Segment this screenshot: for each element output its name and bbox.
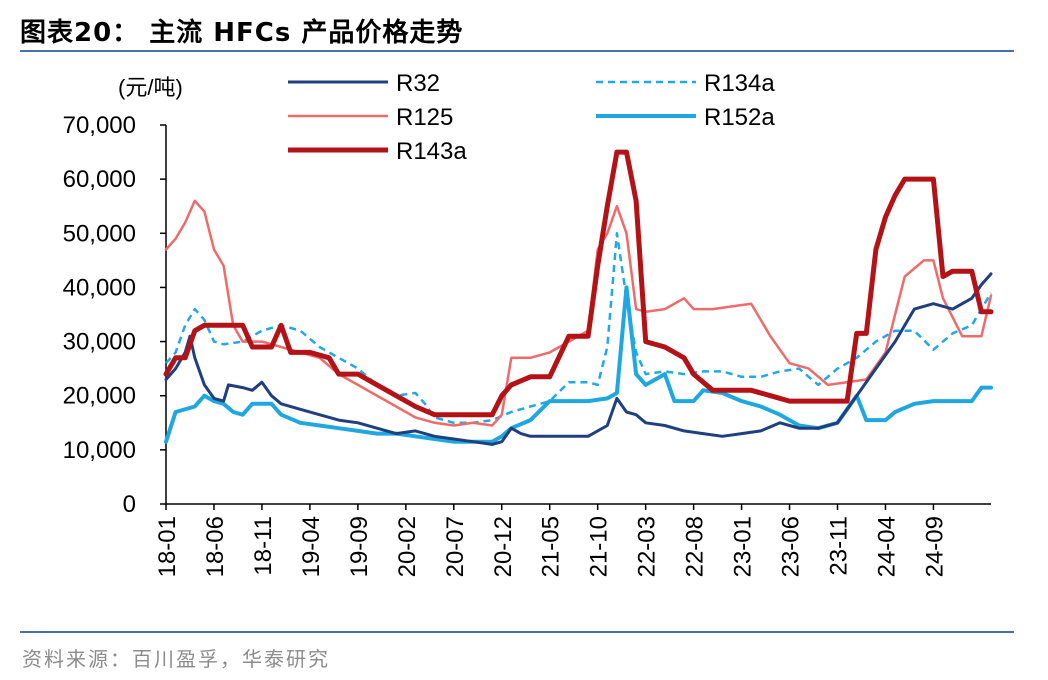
chart-legend: R32 R134a R125 R152a R143a [288,70,775,165]
x-tick-label: 20-02 [394,516,421,577]
y-tick-label: 30,000 [63,329,136,356]
x-tick-label: 19-09 [346,516,373,577]
chart-axes: 0 10,000 20,000 30,000 40,000 50,000 60,000 70,… [63,112,991,577]
x-tick-label: 20-12 [490,516,517,577]
y-tick-label: 0 [123,491,136,518]
y-tick-label: 70,000 [63,112,136,139]
y-tick-label: 10,000 [63,437,136,464]
x-tick-label: 19-04 [298,516,325,577]
legend-label-r143a: R143a [396,138,467,165]
title-divider [20,50,1014,52]
series-line-r134a [165,232,993,425]
y-tick-label: 40,000 [63,274,136,301]
legend-label-r125: R125 [396,104,453,131]
source-note: 资料来源：百川盈孚，华泰研究 [22,647,330,671]
y-tick-label: 50,000 [63,220,136,247]
x-tick-label: 18-06 [202,516,229,577]
footer-divider [20,631,1014,633]
x-tick-label: 23-01 [730,516,757,577]
x-tick-label: 21-10 [586,516,613,577]
x-tick-label: 18-11 [250,516,277,576]
x-tick-label: 22-03 [634,516,661,577]
x-tick-label: 24-09 [921,516,948,577]
series-line-r32 [164,272,993,446]
y-tick-label: 20,000 [63,383,136,410]
x-tick-label: 22-08 [682,516,709,577]
x-tick-label: 23-06 [778,516,805,577]
y-unit-label: (元/吨) [118,75,183,100]
page-title: 图表20： 主流 HFCs 产品价格走势 [20,18,464,48]
price-chart: 0 10,000 20,000 30,000 40,000 50,000 60,000 70,… [63,70,994,577]
legend-label-r32: R32 [396,70,440,97]
x-tick-label: 24-04 [873,516,900,577]
x-tick-label: 20-07 [442,516,469,577]
legend-label-r134a: R134a [704,70,775,97]
y-tick-label: 60,000 [63,166,136,193]
x-tick-label: 21-05 [538,516,565,577]
series-layer [163,149,994,446]
series-line-r143a [163,149,994,418]
x-tick-label: 23-11 [826,516,853,576]
series-line-r152a [164,285,993,444]
x-tick-label: 18-01 [154,516,181,577]
legend-label-r152a: R152a [704,104,775,131]
